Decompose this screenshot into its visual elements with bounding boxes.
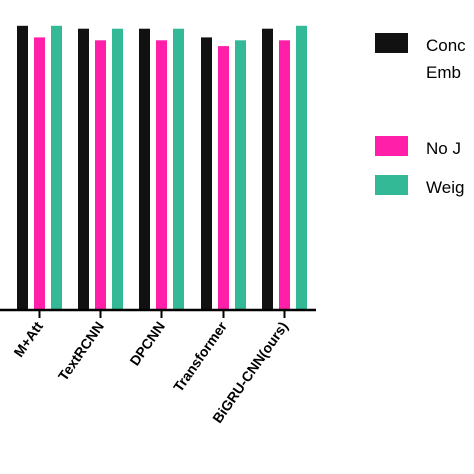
legend-label-no-j: No J	[426, 139, 461, 158]
legend: Conc Emb No J Weig	[375, 33, 466, 197]
legend-swatch-conc-emb	[375, 33, 408, 53]
bar-transformer-series-0	[201, 37, 212, 311]
x-tick-labels-group: M+Att TextRCNN DPCNN TransformerBiGRU-CNN(o…	[10, 318, 291, 426]
bars-group	[17, 25, 307, 311]
x-ticks-group	[38, 310, 286, 318]
legend-label-weig: Weig	[426, 178, 464, 197]
bar-m-att-series-1	[34, 37, 45, 311]
bar-m-att-series-0	[17, 25, 28, 311]
bar-transformer-series-1	[218, 46, 229, 310]
bar-textrcnn-series-1	[95, 40, 106, 311]
bar-m-att-series-2	[51, 25, 62, 311]
x-tick-label-1: TextRCNN	[55, 319, 107, 384]
bar-bigru-cnn-ours--series-2	[296, 25, 307, 311]
bar-bigru-cnn-ours--series-1	[279, 40, 290, 311]
legend-swatch-no-j	[375, 136, 408, 156]
bar-textrcnn-series-2	[112, 28, 123, 310]
x-tick-label-2: DPCNN	[126, 319, 168, 369]
bar-dpcnn-series-0	[139, 28, 150, 310]
legend-label-conc: Conc	[426, 36, 466, 55]
bar-dpcnn-series-2	[173, 28, 184, 310]
legend-label-emb: Emb	[426, 63, 461, 82]
x-tick-label-3: Transformer	[170, 318, 230, 395]
bar-transformer-series-2	[235, 40, 246, 311]
bar-dpcnn-series-1	[156, 40, 167, 311]
legend-swatch-weig	[375, 175, 408, 195]
bar-bigru-cnn-ours--series-0	[262, 28, 273, 310]
bar-textrcnn-series-0	[78, 28, 89, 310]
x-tick-label-0: M+Att	[10, 318, 46, 360]
